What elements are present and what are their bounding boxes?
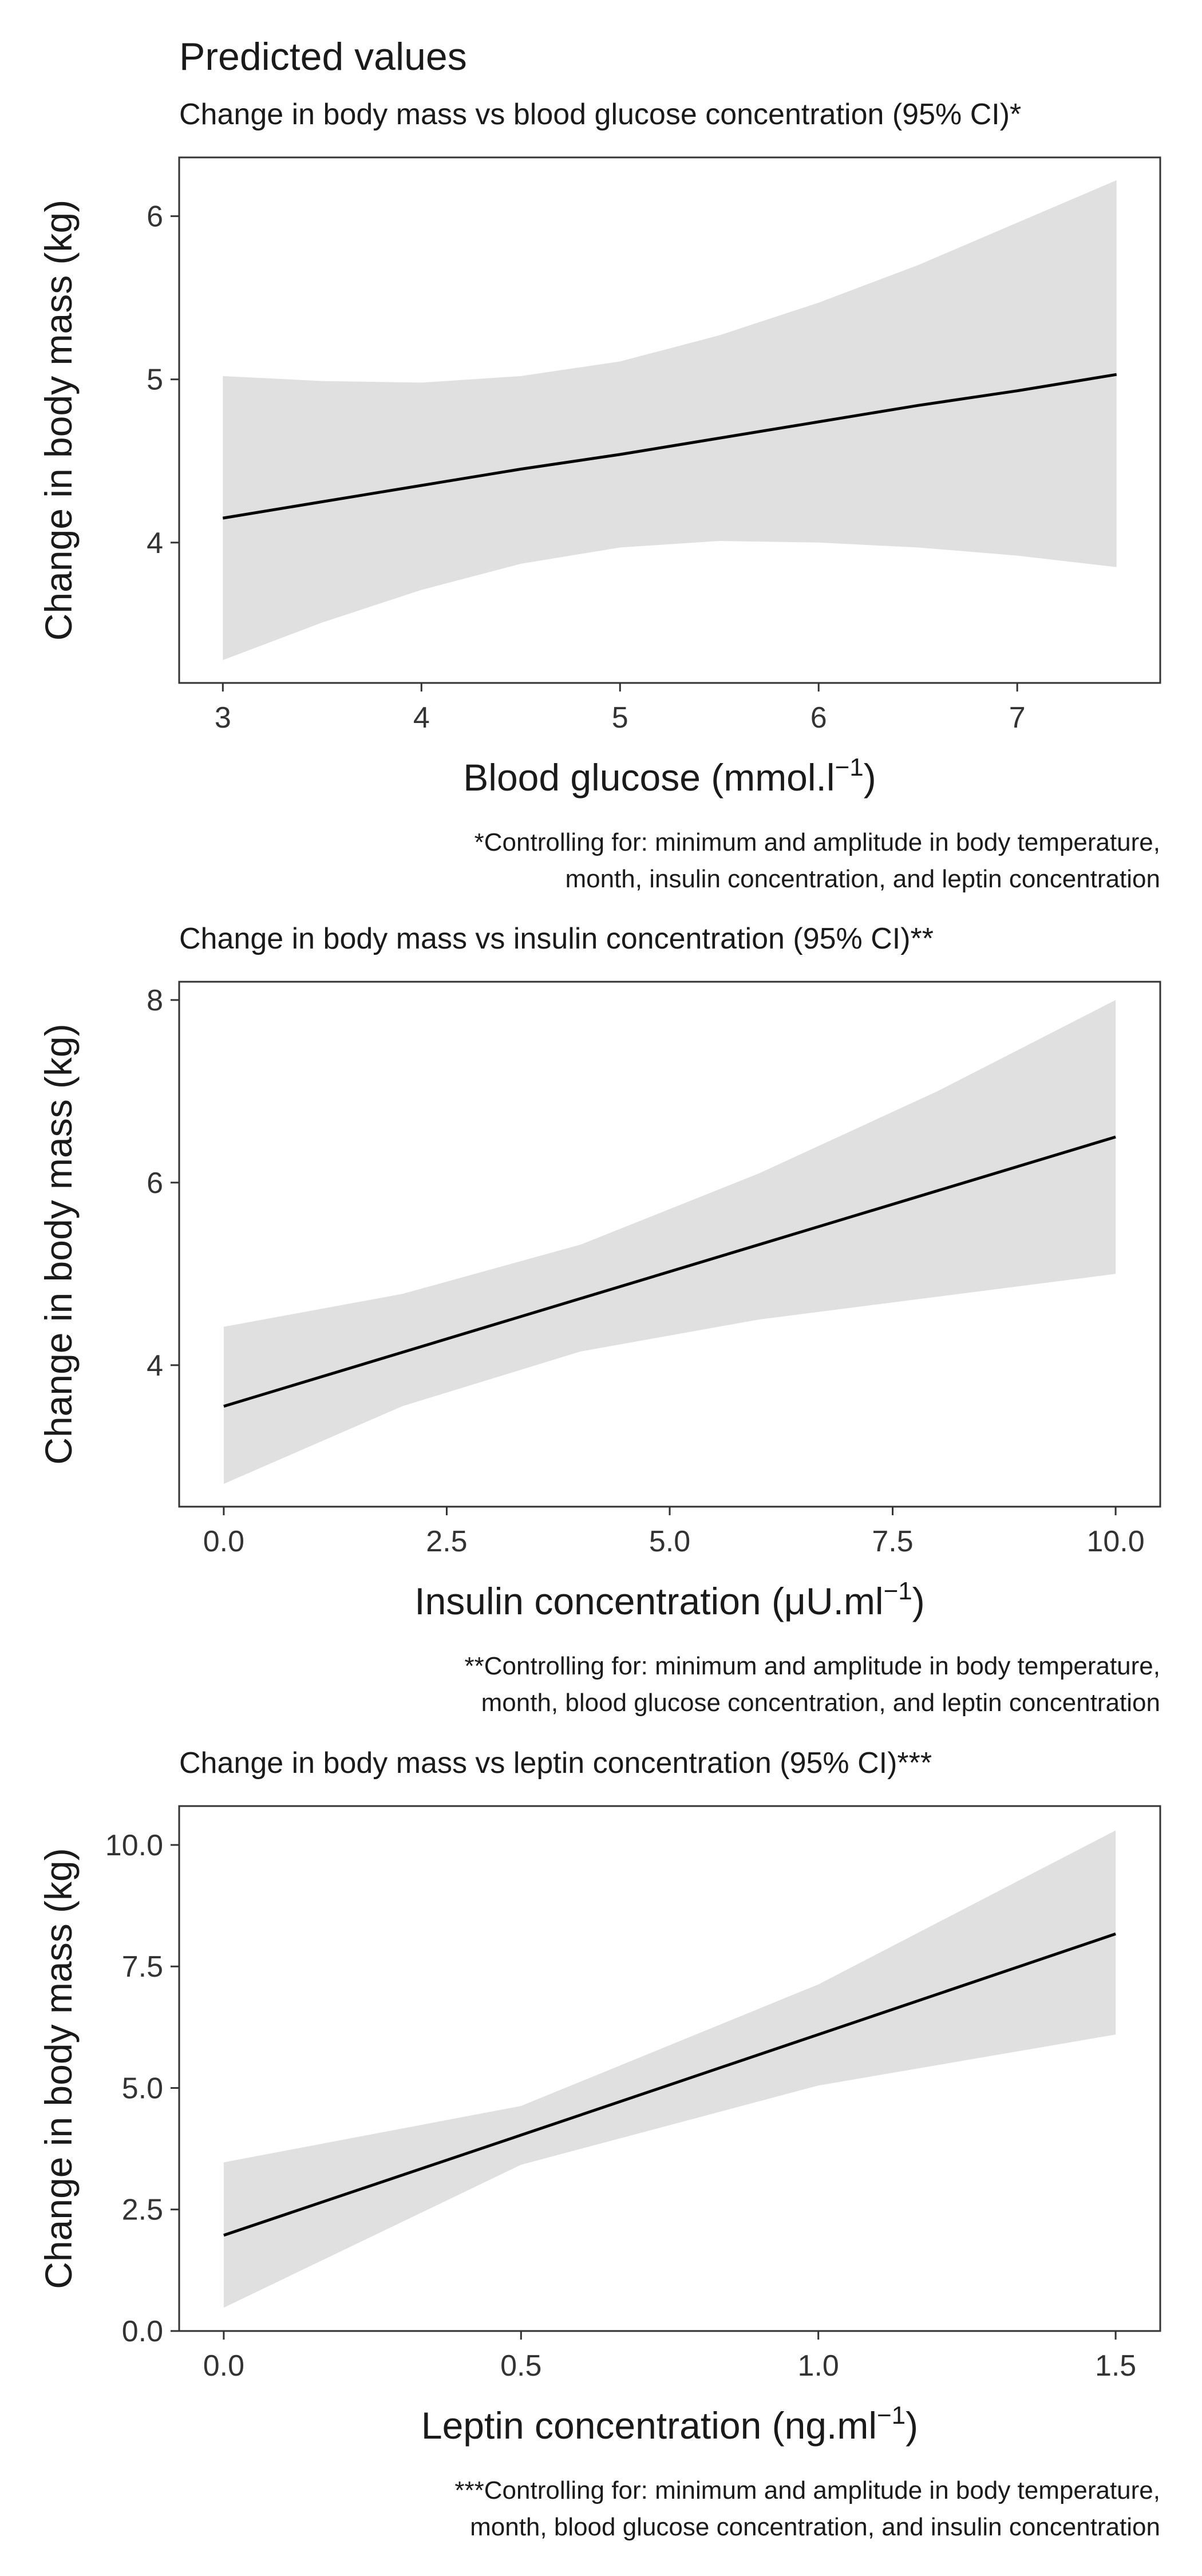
confidence-band [223, 999, 1116, 1484]
x-axis-label-superscript: −1 [884, 1577, 912, 1605]
x-tick-label: 1.5 [1095, 2349, 1136, 2383]
x-tick-label: 5 [612, 701, 628, 734]
fitted-line [223, 1932, 1116, 2237]
y-axis-label: Change in body mass (kg) [37, 1024, 80, 1464]
confidence-band [223, 180, 1117, 661]
x-tick-label: 2.5 [426, 1525, 467, 1558]
chart-panel-2: Change in body mass vs insulin concentra… [37, 922, 1161, 1717]
figure-title: Predicted values [179, 35, 467, 78]
confidence-band [223, 1830, 1116, 2308]
y-axis-label: Change in body mass (kg) [37, 200, 80, 641]
x-tick-label: 7.5 [872, 1525, 913, 1558]
x-tick-label: 3 [215, 701, 231, 734]
panel-title: Change in body mass vs blood glucose con… [179, 98, 1021, 131]
plot-frame [178, 1805, 1161, 2332]
footnote-line: **Controlling for: minimum and amplitude… [465, 1652, 1160, 1680]
panels: Change in body mass vs blood glucose con… [37, 98, 1161, 2541]
x-tick-label: 7 [1009, 701, 1026, 734]
y-tick-label: 4 [147, 1349, 163, 1382]
x-axis-label-superscript: −1 [877, 2401, 906, 2429]
x-axis-label: Blood glucose (mmol.l−1) [463, 753, 876, 799]
y-axis-label: Change in body mass (kg) [37, 1848, 80, 2289]
chart-panel-3: Change in body mass vs leptin concentrat… [37, 1747, 1161, 2541]
y-tick-label: 6 [147, 200, 163, 234]
footnote-line: *Controlling for: minimum and amplitude … [475, 828, 1160, 856]
x-tick-label: 10.0 [1086, 1525, 1144, 1558]
x-tick-label: 4 [413, 701, 430, 734]
x-tick-label: 1.0 [798, 2349, 839, 2383]
y-tick-label: 4 [147, 527, 163, 560]
x-tick-label: 6 [810, 701, 827, 734]
y-tick-label: 7.5 [122, 1950, 163, 1984]
y-tick-label: 10.0 [105, 1829, 163, 1862]
footnote-line: ***Controlling for: minimum and amplitud… [454, 2476, 1160, 2504]
x-axis-label: Insulin concentration (μU.ml−1) [414, 1577, 925, 1622]
chart-panel-1: Change in body mass vs blood glucose con… [37, 98, 1161, 893]
panel-title: Change in body mass vs leptin concentrat… [179, 1747, 932, 1780]
footnote-line: month, insulin concentration, and leptin… [565, 865, 1160, 893]
x-tick-label: 5.0 [649, 1525, 690, 1558]
panel-title: Change in body mass vs insulin concentra… [179, 922, 934, 955]
x-tick-label: 0.5 [500, 2349, 541, 2383]
y-tick-label: 2.5 [122, 2194, 163, 2227]
fitted-line [222, 373, 1117, 520]
fitted-line [223, 1135, 1116, 1408]
y-tick-label: 5.0 [122, 2072, 163, 2105]
x-axis-label: Leptin concentration (ng.ml−1) [421, 2401, 918, 2447]
footnote-line: month, blood glucose concentration, and … [470, 2513, 1160, 2541]
x-tick-label: 0.0 [203, 2349, 244, 2383]
footnote-line: month, blood glucose concentration, and … [481, 1689, 1160, 1717]
x-axis-label-superscript: −1 [835, 753, 864, 781]
y-tick-label: 5 [147, 364, 163, 397]
y-tick-label: 6 [147, 1167, 163, 1200]
plot-frame [178, 156, 1161, 684]
y-tick-label: 8 [147, 984, 163, 1017]
x-tick-label: 0.0 [203, 1525, 244, 1558]
y-tick-label: 0.0 [122, 2315, 163, 2348]
